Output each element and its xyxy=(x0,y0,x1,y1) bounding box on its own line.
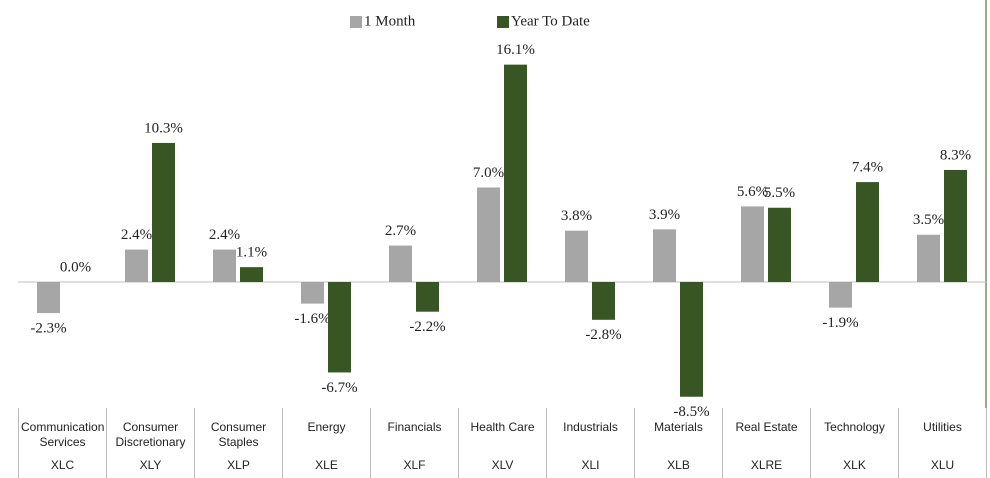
value-label: 2.4% xyxy=(121,227,152,243)
ticker-label: XLY xyxy=(139,458,162,472)
category-label: Technology xyxy=(824,420,885,434)
bar xyxy=(768,207,791,282)
category-label: Financials xyxy=(387,420,442,434)
category-label: Energy xyxy=(307,420,346,434)
bar xyxy=(917,234,940,282)
bar xyxy=(741,206,764,282)
category-label: Industrials xyxy=(563,420,618,434)
category-cell: Communication Services XLC xyxy=(18,408,106,478)
value-label: 16.1% xyxy=(496,42,535,58)
bar xyxy=(477,187,500,282)
bar xyxy=(653,229,676,282)
category-cell: Real Estate XLRE xyxy=(722,408,810,478)
category-cell: Utilities XLU xyxy=(898,408,986,478)
ticker-label: XLF xyxy=(403,458,426,472)
category-cell: Consumer Staples XLP xyxy=(194,408,282,478)
ticker-label: XLV xyxy=(491,458,514,472)
value-label: 2.4% xyxy=(209,227,240,243)
ticker-label: XLE xyxy=(315,458,338,472)
category-label: Real Estate xyxy=(735,420,798,434)
category-cell: Financials XLF xyxy=(370,408,458,478)
category-cell: Materials XLB xyxy=(634,408,722,478)
category-cell: Health Care XLV xyxy=(458,408,546,478)
category-label: Consumer Discretionary xyxy=(115,420,186,449)
bar xyxy=(125,249,148,282)
value-label: 1.1% xyxy=(236,245,267,261)
value-label: 0.0% xyxy=(60,259,91,275)
value-label: -1.9% xyxy=(822,315,858,331)
value-label: -2.8% xyxy=(585,327,621,343)
value-label: -8.5% xyxy=(673,404,709,420)
value-label: 3.5% xyxy=(913,212,944,228)
bar xyxy=(37,282,60,314)
bar xyxy=(152,142,175,282)
bar xyxy=(680,282,703,397)
value-label: 10.3% xyxy=(144,120,183,136)
value-label: 5.6% xyxy=(737,184,768,200)
bar xyxy=(504,64,527,283)
value-label: 3.8% xyxy=(561,208,592,224)
bar xyxy=(565,230,588,282)
category-label: Health Care xyxy=(470,420,535,434)
bar xyxy=(416,282,439,312)
value-label: -6.7% xyxy=(321,380,357,396)
category-cell: Consumer Discretionary XLY xyxy=(106,408,194,478)
value-label: 7.4% xyxy=(852,160,883,176)
ticker-label: XLI xyxy=(581,458,600,472)
bar xyxy=(240,267,263,282)
ticker-label: XLB xyxy=(667,458,690,472)
value-label: 8.3% xyxy=(940,147,971,163)
ticker-label: XLU xyxy=(930,458,955,472)
bar xyxy=(301,282,324,304)
value-label: 5.5% xyxy=(764,185,795,201)
value-label: 3.9% xyxy=(649,207,680,223)
ticker-label: XLC xyxy=(50,458,75,472)
ticker-label: XLP xyxy=(227,458,250,472)
legend-label: Year To Date xyxy=(511,13,590,29)
value-label: 2.7% xyxy=(385,223,416,239)
legend-swatch xyxy=(497,16,509,28)
legend-label: 1 Month xyxy=(364,13,416,29)
ticker-label: XLRE xyxy=(750,458,783,472)
value-label: -2.2% xyxy=(409,319,445,335)
category-cell: Industrials XLI xyxy=(546,408,634,478)
bar xyxy=(944,169,967,282)
bar xyxy=(829,282,852,308)
value-label: -1.6% xyxy=(294,311,330,327)
ticker-label: XLK xyxy=(843,458,866,472)
category-label: Consumer Staples xyxy=(210,420,267,449)
category-cell: Energy XLE xyxy=(282,408,370,478)
table-edge xyxy=(986,408,987,478)
legend-swatch xyxy=(350,16,362,28)
category-cell: Technology XLK xyxy=(810,408,898,478)
value-label: -2.3% xyxy=(30,320,66,336)
bar xyxy=(389,245,412,282)
value-label: 7.0% xyxy=(473,165,504,181)
bar xyxy=(856,182,879,282)
category-label: Materials xyxy=(654,420,703,434)
bar xyxy=(213,249,236,282)
category-label: Communication Services xyxy=(21,420,105,449)
bar xyxy=(328,282,351,373)
bar xyxy=(592,282,615,320)
category-label: Utilities xyxy=(923,420,962,434)
